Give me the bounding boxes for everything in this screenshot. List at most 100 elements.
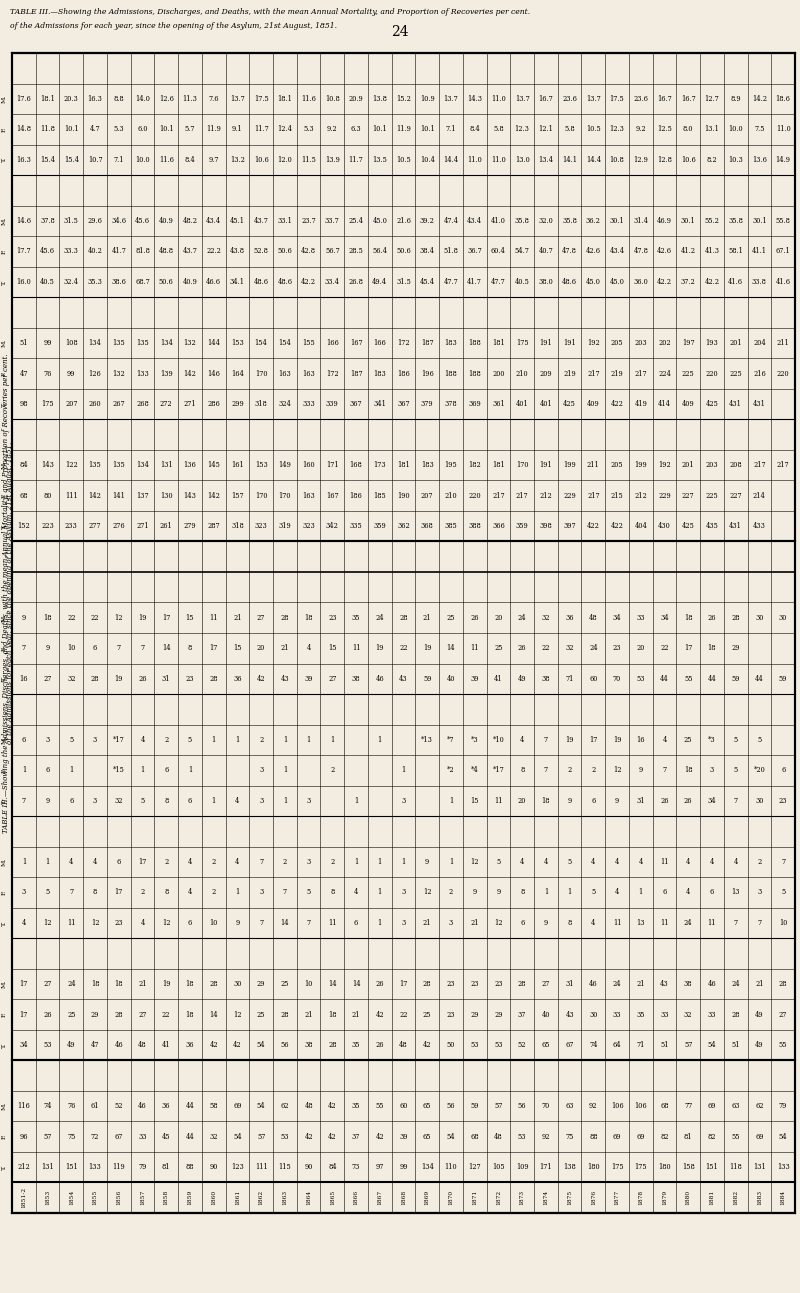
Text: 51.8: 51.8 — [443, 247, 458, 256]
Text: 7: 7 — [259, 919, 263, 927]
Text: 4: 4 — [69, 859, 74, 866]
Text: 20.9: 20.9 — [349, 94, 363, 102]
Text: 4: 4 — [188, 888, 192, 896]
Text: 210: 210 — [516, 370, 529, 378]
Text: 38: 38 — [352, 675, 360, 683]
Text: 11.0: 11.0 — [776, 125, 790, 133]
Text: T.: T. — [2, 1042, 6, 1047]
Text: 210: 210 — [445, 491, 458, 499]
Text: 139: 139 — [160, 370, 173, 378]
Text: 16.7: 16.7 — [538, 94, 554, 102]
Text: 30.1: 30.1 — [681, 217, 696, 225]
Text: 401: 401 — [516, 400, 529, 409]
Text: 182: 182 — [468, 462, 481, 469]
Text: 41.3: 41.3 — [705, 247, 719, 256]
Text: 14.9: 14.9 — [776, 156, 790, 164]
Text: 26: 26 — [43, 1011, 52, 1019]
Text: 333: 333 — [302, 400, 315, 409]
Text: T.: T. — [2, 279, 6, 284]
Text: 217: 217 — [777, 462, 790, 469]
Text: 4.7: 4.7 — [90, 125, 100, 133]
Text: 187: 187 — [421, 339, 434, 347]
Text: 42.2: 42.2 — [301, 278, 316, 286]
Text: 12: 12 — [43, 919, 52, 927]
Text: 138: 138 — [563, 1164, 576, 1171]
Text: 28.5: 28.5 — [349, 247, 363, 256]
Text: 67: 67 — [114, 1133, 123, 1140]
Text: 9: 9 — [473, 888, 477, 896]
Text: 56: 56 — [518, 1102, 526, 1111]
Text: 48.2: 48.2 — [182, 217, 198, 225]
Text: 19: 19 — [613, 736, 622, 743]
Text: 56: 56 — [281, 1041, 289, 1049]
Text: 170: 170 — [255, 491, 267, 499]
Text: 26: 26 — [684, 796, 693, 806]
Text: 32: 32 — [114, 796, 123, 806]
Text: 18: 18 — [43, 614, 52, 622]
Text: 215: 215 — [610, 491, 623, 499]
Text: 44: 44 — [707, 675, 716, 683]
Text: 32: 32 — [542, 614, 550, 622]
Text: 25.4: 25.4 — [349, 217, 363, 225]
Text: 35: 35 — [637, 1011, 645, 1019]
Text: 217: 217 — [634, 370, 647, 378]
Text: 11.3: 11.3 — [182, 94, 198, 102]
Text: 46.9: 46.9 — [657, 217, 672, 225]
Text: T.: T. — [2, 1165, 6, 1170]
Text: 8: 8 — [520, 767, 524, 775]
Text: 323: 323 — [302, 522, 315, 530]
Text: 1863: 1863 — [282, 1191, 287, 1205]
Text: 31: 31 — [566, 980, 574, 988]
Text: 2: 2 — [758, 859, 762, 866]
Text: 6: 6 — [117, 859, 121, 866]
Text: 18: 18 — [90, 980, 99, 988]
Text: 183: 183 — [445, 339, 458, 347]
Text: 32: 32 — [210, 1133, 218, 1140]
Text: 45: 45 — [162, 1133, 170, 1140]
Text: 15.4: 15.4 — [64, 156, 79, 164]
Text: 33: 33 — [613, 1011, 622, 1019]
Text: 183: 183 — [421, 462, 434, 469]
Text: 167: 167 — [326, 491, 338, 499]
Text: 20: 20 — [494, 614, 502, 622]
Text: 7: 7 — [283, 888, 287, 896]
Text: 18: 18 — [684, 767, 693, 775]
Text: 42: 42 — [375, 1133, 384, 1140]
Text: 144: 144 — [207, 339, 220, 347]
Text: 5: 5 — [140, 796, 145, 806]
Text: 57: 57 — [43, 1133, 52, 1140]
Text: 106: 106 — [610, 1102, 623, 1111]
Text: 11.0: 11.0 — [491, 94, 506, 102]
Text: 40.7: 40.7 — [538, 247, 554, 256]
Text: 16.3: 16.3 — [17, 156, 31, 164]
Text: 158: 158 — [682, 1164, 694, 1171]
Text: 1878: 1878 — [638, 1190, 643, 1205]
Text: 111: 111 — [254, 1164, 267, 1171]
Text: 42.8: 42.8 — [301, 247, 316, 256]
Text: 41.1: 41.1 — [752, 247, 767, 256]
Text: 11: 11 — [67, 919, 75, 927]
Text: 9.1: 9.1 — [232, 125, 242, 133]
Text: 20: 20 — [257, 644, 266, 652]
Text: 4: 4 — [662, 736, 666, 743]
Text: 29: 29 — [257, 980, 266, 988]
Text: 99: 99 — [67, 370, 75, 378]
Text: 4: 4 — [615, 888, 619, 896]
Text: 39: 39 — [304, 675, 313, 683]
Text: 10: 10 — [67, 644, 75, 652]
Text: 163: 163 — [302, 370, 315, 378]
Text: 18: 18 — [708, 644, 716, 652]
Text: 15: 15 — [186, 614, 194, 622]
Text: 90: 90 — [210, 1164, 218, 1171]
Text: 342: 342 — [326, 522, 338, 530]
Text: 188: 188 — [468, 339, 481, 347]
Text: 29: 29 — [731, 644, 740, 652]
Text: 33: 33 — [637, 614, 645, 622]
Text: 1881: 1881 — [710, 1190, 714, 1205]
Text: 141: 141 — [112, 491, 126, 499]
Text: 2: 2 — [164, 736, 168, 743]
Text: 18: 18 — [684, 614, 693, 622]
Text: 431: 431 — [730, 400, 742, 409]
Text: 6: 6 — [22, 736, 26, 743]
Text: 33.8: 33.8 — [752, 278, 767, 286]
